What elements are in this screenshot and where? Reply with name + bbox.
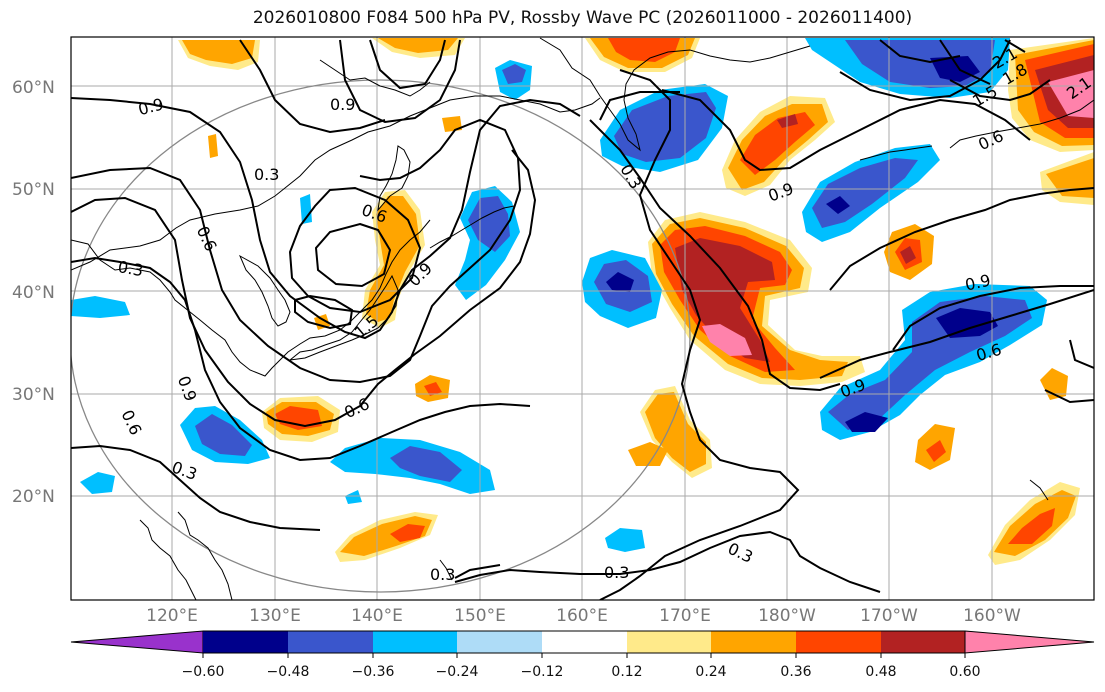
lon-label-170e: 170°E [659, 606, 711, 626]
region-circle [71, 79, 691, 593]
lon-label-170w: 170°W [860, 606, 918, 626]
colorbar-ticks [202, 653, 966, 658]
colorbar-segment [711, 631, 796, 653]
lon-label-120e: 120°E [146, 606, 198, 626]
colorbar-segment [203, 631, 288, 653]
lon-label-160w: 160°W [963, 606, 1021, 626]
colorbar-segment [627, 631, 711, 653]
contour-label: 0.3 [116, 257, 144, 280]
latitude-labels: 60°N 50°N 40°N 30°N 20°N [12, 78, 55, 507]
colorbar-tick-label: −0.36 [352, 664, 395, 680]
colorbar-tick-label: 0.60 [949, 664, 980, 680]
colorbar-extend-high [964, 630, 1095, 654]
colorbar-segment [288, 631, 373, 653]
colorbar-tick-label: 0.36 [780, 664, 811, 680]
pv-contours [71, 39, 1094, 600]
map-frame [70, 36, 1095, 601]
colorbar-tick-label: −0.60 [182, 664, 225, 680]
lat-label-30n: 30°N [12, 385, 55, 405]
lon-label-180w: 180°W [758, 606, 816, 626]
contour-label: 0.9 [330, 95, 355, 114]
colorbar-tick-label: 0.24 [695, 664, 726, 680]
lon-label-150e: 150°E [454, 606, 506, 626]
colorbar-segment [373, 631, 457, 653]
colorbar-segment [542, 631, 627, 653]
colorbar-tick-label: 0.12 [611, 664, 642, 680]
colorbar-tick-label: −0.12 [521, 664, 564, 680]
contour-label: 0.3 [430, 565, 455, 584]
longitude-labels: 120°E 130°E 140°E 150°E 160°E 170°E 180°… [146, 606, 1021, 626]
colorbar-segment [457, 631, 542, 653]
colorbar-tick-label: 0.48 [865, 664, 896, 680]
colorbar-tick-label: −0.24 [436, 664, 479, 680]
colorbar-tick-label: −0.48 [267, 664, 310, 680]
colorbar-extend-low [70, 630, 204, 654]
anomaly-shading [71, 38, 1094, 565]
map-title: 2026010800 F084 500 hPa PV, Rossby Wave … [252, 8, 913, 28]
lat-label-20n: 20°N [12, 487, 55, 507]
lon-label-160e: 160°E [556, 606, 608, 626]
colorbar-segment [796, 631, 881, 653]
lat-label-60n: 60°N [12, 78, 55, 98]
map-plot-area: 0.9 0.6 0.3 0.9 0.6 0.3 0.9 0.6 0.3 0.6 … [71, 37, 1094, 600]
contour-label: 0.3 [254, 165, 279, 184]
contour-label: 0.9 [963, 271, 992, 295]
lat-label-40n: 40°N [12, 283, 55, 303]
contour-label: 0.3 [604, 563, 629, 582]
colorbar: −0.60 −0.48 −0.36 −0.24 −0.12 0.12 0.24 … [70, 630, 1095, 680]
colorbar-segment [881, 631, 965, 653]
lon-label-140e: 140°E [351, 606, 403, 626]
graticule [71, 37, 1094, 600]
lon-label-130e: 130°E [249, 606, 301, 626]
lat-label-50n: 50°N [12, 180, 55, 200]
